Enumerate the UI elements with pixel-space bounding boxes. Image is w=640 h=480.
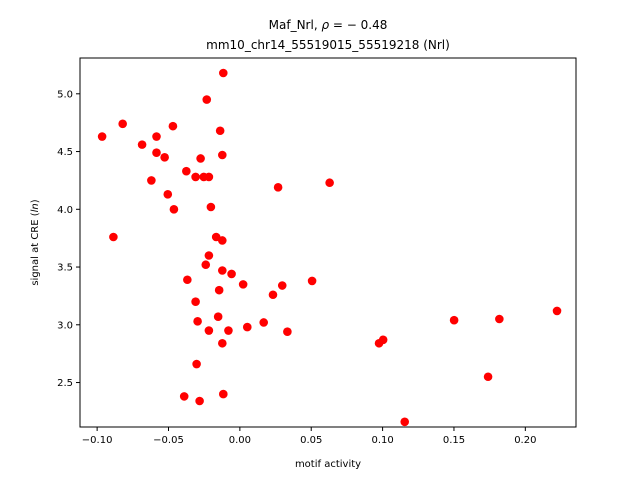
data-point <box>191 297 200 306</box>
data-point <box>218 236 227 245</box>
data-point <box>242 322 252 332</box>
data-point <box>219 68 228 78</box>
data-point <box>307 276 317 286</box>
data-point <box>483 372 493 382</box>
y-axis-label-italic: ln <box>30 203 41 212</box>
data-point <box>183 275 192 285</box>
title-rho-value: = − 0.48 <box>329 18 387 32</box>
data-point <box>218 338 227 348</box>
data-point <box>214 285 224 295</box>
y-tick-label: 4.5 <box>57 147 73 158</box>
data-point <box>400 417 410 427</box>
x-tick-label: −0.10 <box>82 435 113 446</box>
data-point <box>109 232 118 242</box>
y-tick-label: 2.5 <box>57 378 73 389</box>
y-axis-label-prefix: signal at CRE ( <box>30 212 41 285</box>
x-axis-ticks: −0.10 −0.05 0.00 0.05 0.10 0.15 0.20 <box>82 427 536 446</box>
data-point <box>213 312 223 322</box>
y-tick-label: 3.0 <box>57 320 73 331</box>
data-point <box>168 121 178 131</box>
data-point <box>495 314 504 324</box>
data-point <box>204 172 214 182</box>
data-point <box>152 148 161 157</box>
data-point <box>196 154 205 163</box>
data-point <box>227 269 236 279</box>
data-point <box>201 260 211 270</box>
data-point <box>202 95 212 104</box>
y-axis-label: signal at CRE (ln) <box>30 199 41 285</box>
x-tick-label: −0.05 <box>153 435 184 446</box>
data-point <box>160 153 169 162</box>
data-point <box>118 119 127 129</box>
data-point <box>204 326 214 335</box>
data-point <box>268 290 278 300</box>
data-point <box>218 266 227 275</box>
data-point <box>163 189 173 199</box>
axes-frame <box>79 57 577 428</box>
data-point <box>449 315 459 325</box>
x-tick-label: 0.10 <box>371 435 393 446</box>
data-point <box>192 359 201 369</box>
title-prefix: Maf_Nrl, <box>269 18 322 32</box>
data-point <box>152 132 161 141</box>
data-point <box>273 183 283 192</box>
data-point <box>224 326 233 335</box>
data-point <box>206 202 216 212</box>
data-point <box>169 205 179 214</box>
data-point <box>179 392 189 401</box>
y-tick-label: 5.0 <box>57 89 73 100</box>
x-tick-label: 0.05 <box>300 435 322 446</box>
x-tick-label: 0.15 <box>443 435 465 446</box>
data-point <box>218 150 227 160</box>
plot-area <box>97 68 562 427</box>
data-point <box>277 281 287 290</box>
y-axis-label-suffix: ) <box>30 199 41 203</box>
data-point <box>204 251 214 260</box>
title-rho-symbol: ρ <box>321 18 329 32</box>
data-point <box>195 396 204 406</box>
x-tick-label: 0.20 <box>514 435 536 446</box>
chart-title-line2: mm10_chr14_55519015_55519218 (Nrl) <box>206 38 450 52</box>
data-point <box>238 280 248 289</box>
data-point <box>191 172 200 182</box>
data-point <box>378 335 388 345</box>
chart-title-line1: Maf_Nrl, ρ = − 0.48 <box>269 18 388 32</box>
data-point <box>97 132 107 141</box>
data-point <box>552 306 562 316</box>
x-axis-label: motif activity <box>295 459 361 470</box>
data-point <box>215 126 225 136</box>
x-tick-label: 0.00 <box>229 435 251 446</box>
data-point <box>182 166 191 176</box>
data-point <box>259 318 269 327</box>
data-point <box>219 389 228 399</box>
data-point <box>283 327 292 337</box>
y-tick-label: 3.5 <box>57 263 73 274</box>
data-point <box>193 317 202 326</box>
y-axis-ticks: 2.5 3.0 3.5 4.0 4.5 5.0 <box>57 89 80 389</box>
y-tick-label: 4.0 <box>57 205 73 216</box>
data-point <box>147 176 156 185</box>
data-point <box>325 178 334 188</box>
data-point <box>137 140 147 149</box>
